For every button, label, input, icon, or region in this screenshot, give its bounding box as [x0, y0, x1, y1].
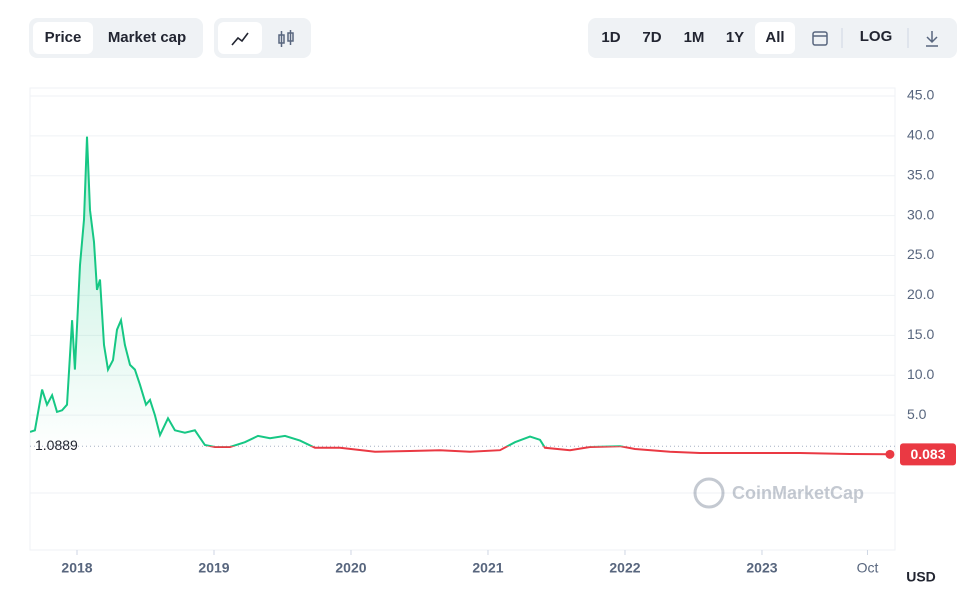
price-line: [30, 136, 627, 447]
x-tick-label: 2018: [61, 560, 92, 576]
tab-selected[interactable]: [33, 22, 93, 54]
y-tick-label: 35.0: [907, 166, 934, 182]
x-tick-label: 2019: [198, 560, 229, 576]
y-tick-label: 5.0: [907, 406, 927, 422]
log-button[interactable]: LOG: [860, 28, 893, 45]
price-tag-label: 0.083: [910, 446, 945, 462]
y-tick-label: 30.0: [907, 206, 934, 222]
watermark: CoinMarketCap: [693, 477, 864, 509]
x-tick-label: 2020: [335, 560, 366, 576]
last-point: [885, 449, 895, 459]
watermark-text: CoinMarketCap: [732, 483, 864, 503]
area: [30, 136, 890, 447]
range-button[interactable]: 1M: [684, 29, 705, 46]
x-tick-label: 2021: [472, 560, 503, 576]
currency-label: USD: [906, 569, 936, 585]
range-selected[interactable]: [755, 22, 795, 54]
x-tick-label: 2023: [746, 560, 777, 576]
line-icon: [231, 32, 249, 46]
price-tag: [900, 443, 956, 466]
x-tick-label: Oct: [857, 560, 879, 576]
y-tick-label: 25.0: [907, 246, 934, 262]
download-icon[interactable]: [926, 31, 938, 47]
tab[interactable]: Price: [45, 29, 82, 46]
range-button[interactable]: 1Y: [726, 29, 744, 46]
y-tick-label: 15.0: [907, 326, 934, 342]
y-tick-label: 40.0: [907, 127, 934, 143]
y-tick-label: 10.0: [907, 366, 934, 382]
range-button[interactable]: 1D: [601, 29, 620, 46]
candle-icon[interactable]: [278, 30, 294, 47]
plot: 5.0 10.0 15.0 20.0 25.0 30.0 35.0 40.0 45.0 2018 2…: [30, 87, 956, 576]
range-button[interactable]: All: [765, 29, 784, 46]
tab[interactable]: Market cap: [108, 29, 186, 46]
y-tick-label: 20.0: [907, 286, 934, 302]
line-button[interactable]: [218, 22, 262, 54]
y-tick-label: 45.0: [907, 87, 934, 103]
x-tick-label: 2022: [609, 560, 640, 576]
range-button[interactable]: 7D: [642, 29, 661, 46]
plot-frame: [29, 87, 896, 551]
calendar-icon[interactable]: [812, 31, 828, 46]
